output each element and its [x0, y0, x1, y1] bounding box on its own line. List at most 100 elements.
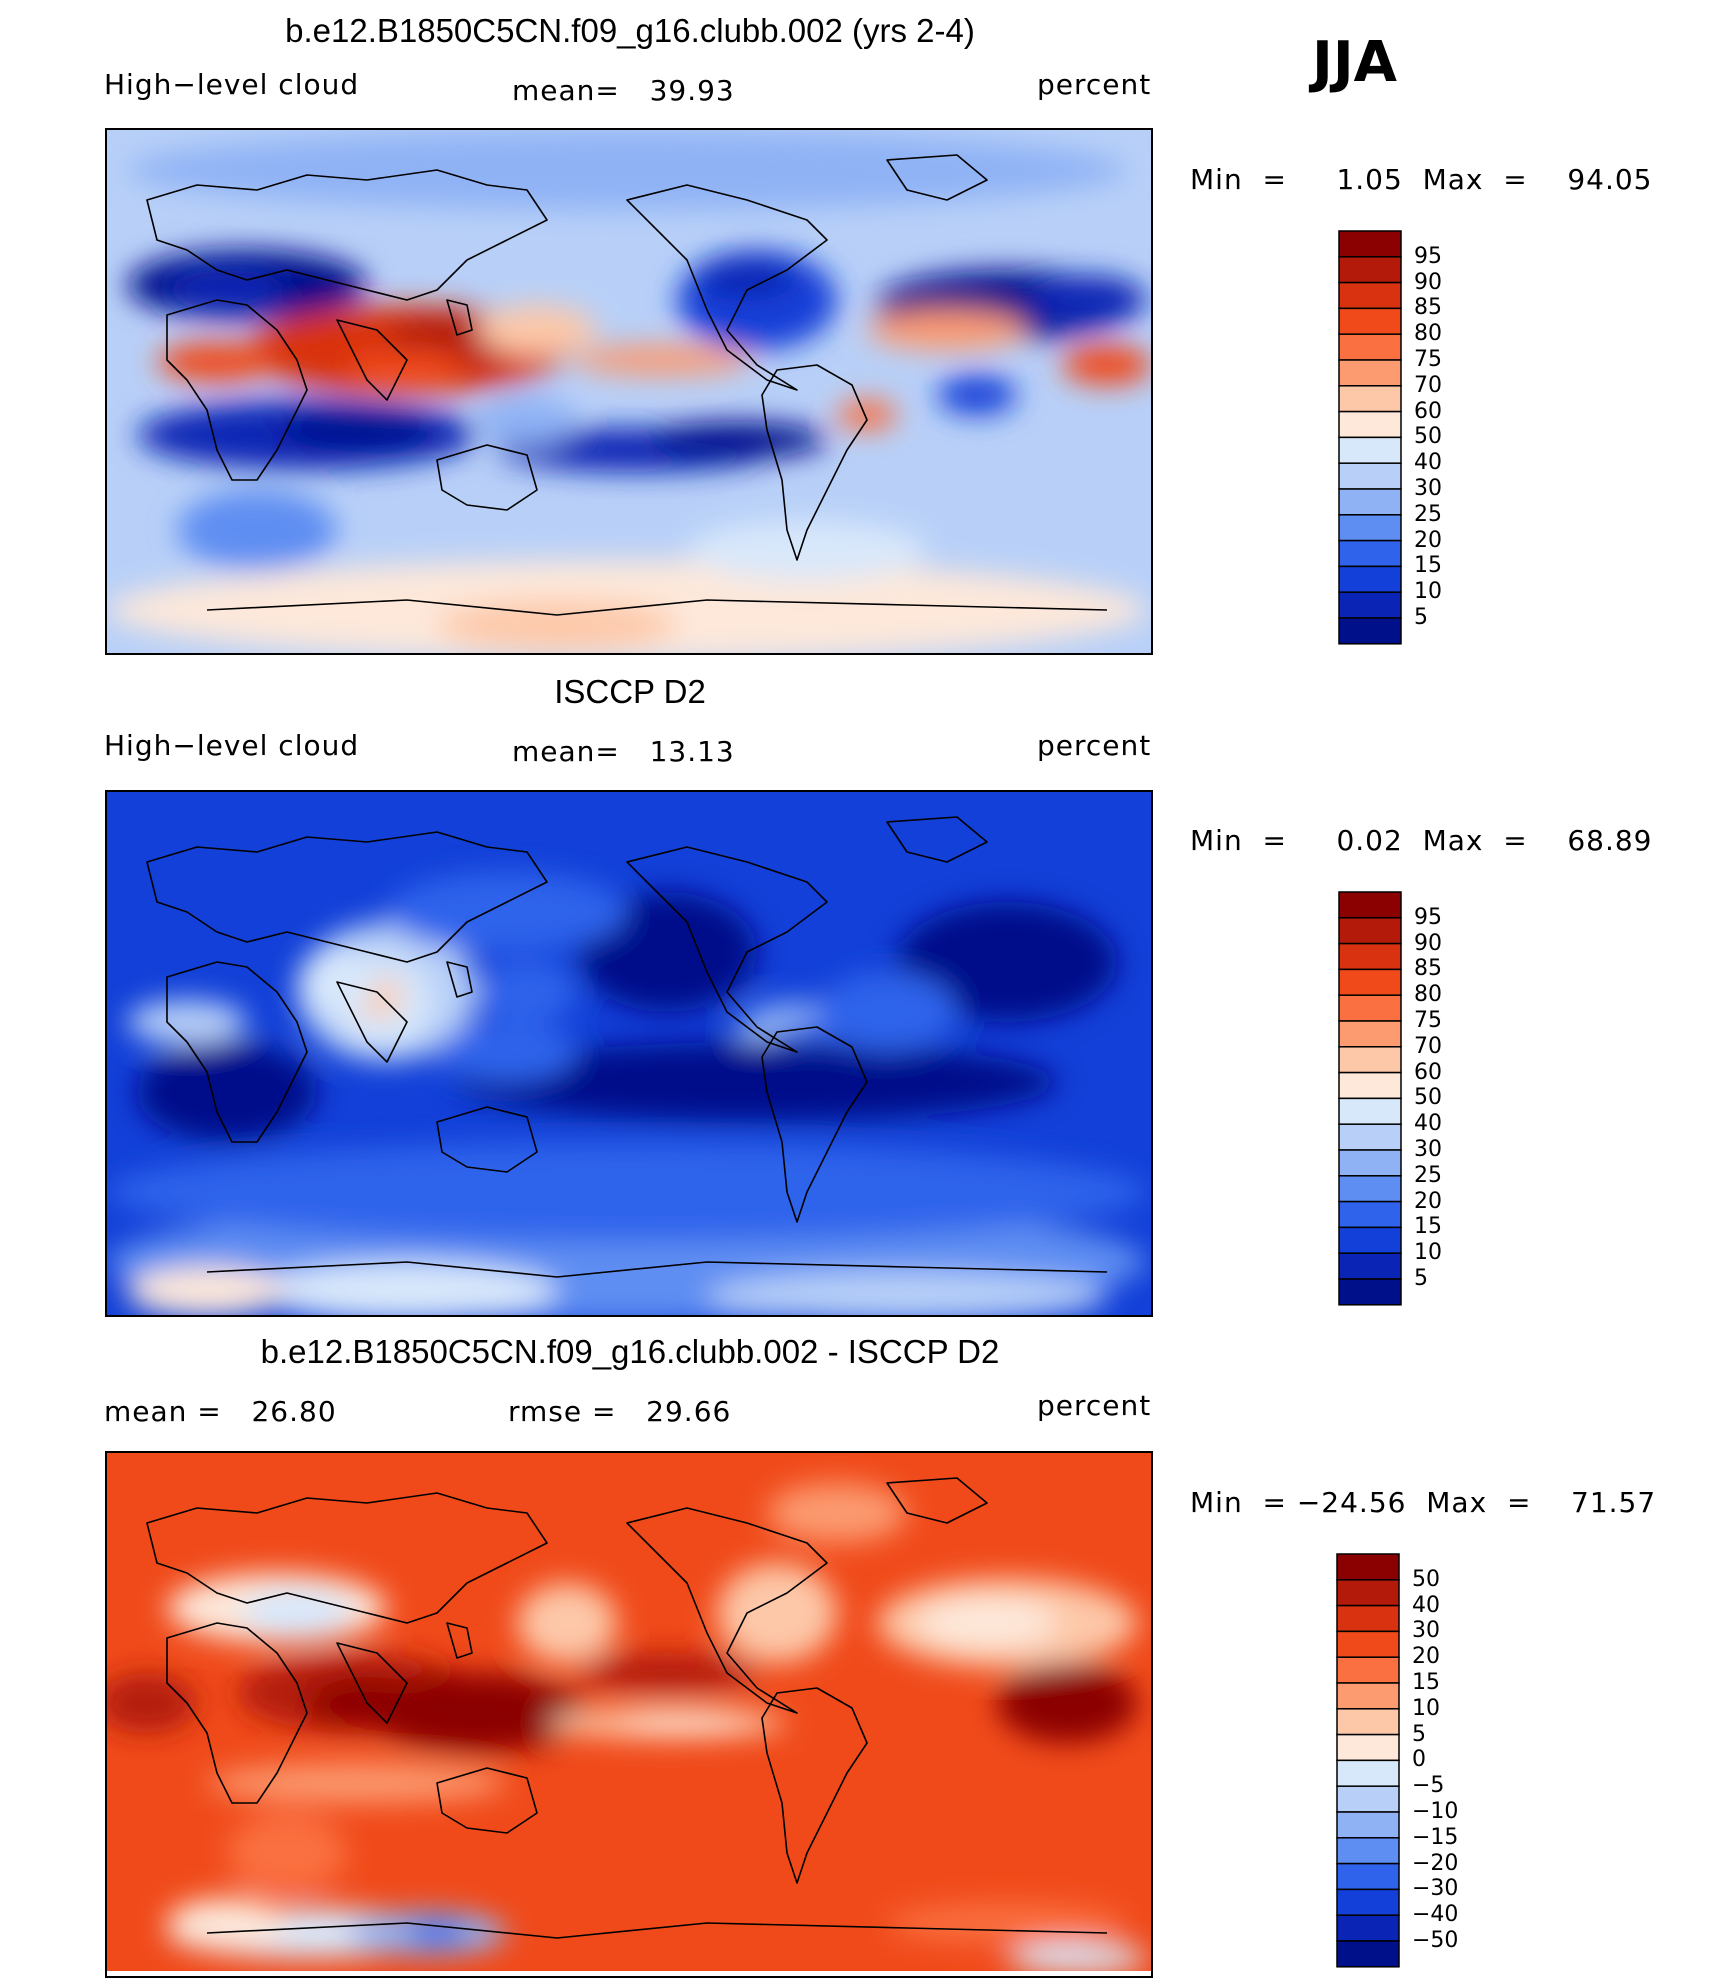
colorbar-label: −50 [1412, 1928, 1459, 1953]
coastline [761, 364, 868, 561]
panel1-minmax: Min = 1.05 Max = 94.05 [1190, 163, 1653, 196]
panel2-units: percent [1037, 729, 1152, 762]
field-region [457, 1042, 1057, 1122]
panel3-title: b.e12.B1850C5CN.f09_g16.clubb.002 - ISCC… [260, 1333, 1000, 1370]
colorbar-swatch [1338, 565, 1402, 593]
colorbar-label: 70 [1414, 372, 1442, 398]
panel3-units: percent [1037, 1389, 1152, 1422]
colorbar-label: 5 [1412, 1721, 1426, 1747]
panel2-title: ISCCP D2 [554, 673, 706, 710]
colorbar-label: 15 [1412, 1670, 1440, 1695]
coastline [166, 961, 308, 1143]
field-region [137, 1042, 317, 1142]
field-region [1062, 345, 1151, 385]
colorbar-swatch [1338, 539, 1402, 568]
colorbar-label: 50 [1414, 424, 1442, 450]
field-region [437, 600, 677, 650]
field-region [1027, 275, 1147, 325]
colorbar-label: −10 [1412, 1799, 1459, 1824]
colorbar-swatch [1338, 385, 1402, 413]
colorbar-swatch [1338, 1226, 1402, 1254]
colorbar-swatch [1338, 968, 1402, 996]
colorbar-label: 85 [1414, 956, 1442, 982]
field-region [127, 130, 1127, 210]
colorbar-swatch [1336, 1837, 1400, 1865]
colorbar-label: 40 [1412, 1592, 1440, 1618]
field-region [717, 1563, 837, 1663]
coastline [626, 846, 828, 1053]
colorbar-swatch [1338, 307, 1402, 335]
field-region [127, 1000, 247, 1044]
field-region [407, 1698, 527, 1748]
colorbar-swatch [1336, 1888, 1400, 1916]
colorbar-label: −5 [1412, 1773, 1445, 1799]
field-region [707, 1272, 1107, 1315]
colorbar-swatch [1336, 1708, 1400, 1736]
colorbar-label: 40 [1414, 1111, 1442, 1137]
field-region [517, 1583, 617, 1663]
colorbar-label: 85 [1414, 295, 1442, 321]
coastline [436, 1106, 538, 1173]
colorbar-swatch [1336, 1553, 1400, 1581]
coastline [146, 169, 548, 301]
colorbar-label: 25 [1414, 501, 1442, 527]
panel1-title: b.e12.B1850C5CN.f09_g16.clubb.002 (yrs 2… [285, 12, 975, 49]
colorbar-label: 50 [1412, 1566, 1440, 1592]
coastline [886, 1477, 988, 1524]
colorbar-label: 75 [1414, 347, 1442, 372]
colorbar-label: 90 [1414, 269, 1442, 295]
colorbar-label: 10 [1414, 1240, 1442, 1266]
colorbar-swatch [1338, 514, 1402, 542]
colorbar-swatch [1338, 488, 1402, 516]
colorbar-swatch [1336, 1811, 1400, 1839]
field-region [887, 1903, 1127, 1943]
colorbar-label: 20 [1412, 1644, 1440, 1670]
field-region [647, 422, 827, 458]
colorbar-swatch [1338, 1149, 1402, 1177]
field-region [107, 1142, 1147, 1242]
colorbar-label: 15 [1414, 1214, 1442, 1240]
panel1-mean: mean= 39.93 [512, 74, 735, 107]
panel2-minmax: Min = 0.02 Max = 68.89 [1190, 824, 1653, 857]
coastline [336, 319, 408, 401]
field-region [107, 1673, 197, 1733]
colorbar-label: 20 [1414, 1188, 1442, 1214]
colorbar-label: −15 [1412, 1824, 1459, 1850]
field-region [387, 872, 627, 952]
coastline [146, 1492, 548, 1624]
colorbar-swatch [1338, 591, 1402, 619]
season-label: JJA [1312, 30, 1398, 95]
colorbar-label: 60 [1414, 398, 1442, 424]
coastline [761, 1026, 868, 1223]
panel3-map [105, 1451, 1153, 1978]
field-region [347, 350, 467, 390]
colorbar-swatch [1338, 230, 1402, 258]
colorbar-swatch [1338, 617, 1402, 645]
colorbar-swatch [1336, 1682, 1400, 1710]
panel3-rmse: rmse = 29.66 [508, 1395, 732, 1428]
colorbar-label: 60 [1414, 1059, 1442, 1085]
colorbar-swatch [1336, 1759, 1400, 1787]
colorbar-swatch [1338, 1071, 1402, 1100]
colorbar-swatch [1338, 1252, 1402, 1280]
colorbar-swatch [1338, 917, 1402, 945]
coastline [336, 1642, 408, 1724]
panel1-map [105, 128, 1153, 655]
colorbar-swatch [1338, 256, 1402, 284]
coastline [626, 1507, 828, 1714]
coastline [336, 981, 408, 1063]
field-region [937, 375, 1017, 415]
colorbar-label: 75 [1414, 1008, 1442, 1033]
colorbar-swatch [1336, 1914, 1400, 1942]
colorbar-swatch [1338, 1200, 1402, 1229]
panel2-map [105, 790, 1153, 1317]
coastline [886, 154, 988, 201]
coastline [206, 599, 1108, 616]
coastline [446, 1622, 473, 1659]
colorbar-swatch [1336, 1656, 1400, 1684]
coastline [436, 1767, 538, 1834]
field-region [157, 342, 277, 382]
colorbar-label: 30 [1414, 1137, 1442, 1162]
coastline [206, 1922, 1108, 1939]
field-region [177, 490, 337, 570]
